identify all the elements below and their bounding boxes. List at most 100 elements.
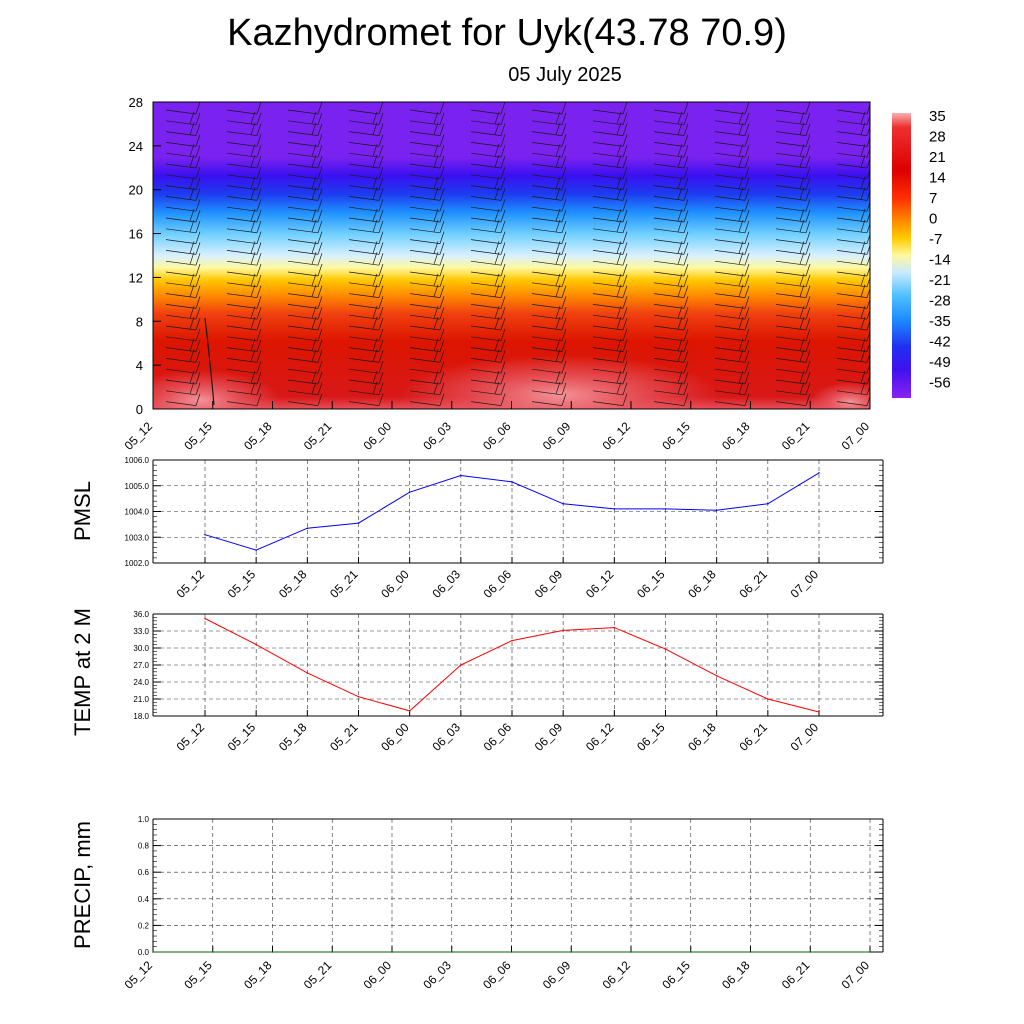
wind-barb — [714, 231, 750, 244]
wind-barb — [409, 219, 445, 234]
ytick-label: 1.0 — [138, 815, 150, 824]
wind-barb — [470, 284, 506, 298]
wind-barb — [165, 111, 201, 126]
wind-barb — [836, 144, 870, 158]
wind-barb — [287, 381, 323, 396]
wind-barb — [531, 306, 567, 320]
wind-barb — [348, 381, 384, 396]
wind-barb — [165, 144, 201, 158]
wind-barb — [226, 199, 262, 212]
heatmap-xtick-label: 05_12 — [122, 419, 156, 453]
ylabel: PMSL — [70, 481, 95, 541]
wind-barb — [226, 231, 262, 244]
wind-barb — [287, 102, 323, 115]
chart-title: Kazhydromet for Uyk(43.78 70.9) — [227, 12, 787, 54]
wind-barb — [409, 187, 445, 201]
wind-barb — [836, 136, 870, 147]
heatmap-ytick-label: 0 — [136, 402, 143, 417]
xtick-label: 06_12 — [600, 958, 634, 992]
wind-barb — [592, 187, 628, 201]
wind-barb — [714, 263, 750, 277]
wind-barb — [165, 316, 201, 331]
wind-barb — [592, 199, 628, 212]
data-point — [562, 502, 564, 505]
wind-barb — [348, 102, 384, 115]
data-point — [271, 951, 274, 953]
data-point — [613, 508, 616, 510]
wind-barb — [836, 330, 870, 342]
wind-barb — [714, 199, 750, 212]
wind-barb — [348, 263, 384, 277]
wind-barb — [226, 166, 262, 180]
wind-barb — [470, 219, 506, 234]
wind-barb — [592, 111, 628, 126]
xtick-label: 06_03 — [429, 720, 463, 754]
data-point — [664, 648, 667, 650]
xtick-label: 07_00 — [839, 958, 873, 992]
wind-barb — [775, 187, 811, 201]
wind-barb — [836, 298, 870, 309]
wind-barb — [348, 111, 384, 126]
wind-barb — [714, 122, 750, 136]
wind-barb — [836, 111, 870, 126]
wind-barb — [409, 241, 445, 255]
heatmap-ytick-label: 8 — [136, 314, 143, 329]
wind-barb — [348, 219, 384, 234]
wind-barb — [287, 263, 323, 277]
wind-barb — [592, 241, 628, 255]
wind-barb — [836, 370, 870, 385]
wind-barb — [531, 241, 567, 255]
wind-barb — [592, 102, 628, 115]
wind-barb — [714, 273, 750, 288]
xtick-label: 05_15 — [181, 958, 215, 992]
wind-barb — [836, 265, 870, 277]
wind-barb — [165, 306, 201, 320]
wind-barb — [653, 273, 689, 288]
wind-barb — [348, 393, 384, 406]
wind-barb — [348, 176, 384, 190]
colorbar-label: 14 — [929, 170, 946, 187]
wind-barb — [653, 361, 689, 374]
heatmap-xtick-label: 05_21 — [301, 419, 335, 453]
heatmap-ytick-label: 28 — [129, 95, 143, 110]
xtick-label: 06_21 — [736, 567, 770, 601]
wind-barb — [775, 349, 811, 363]
wind-barb — [592, 361, 628, 374]
wind-barb — [165, 154, 201, 169]
wind-barb — [409, 370, 445, 385]
wind-barb — [714, 241, 750, 255]
wind-barb — [470, 393, 506, 406]
wind-barb — [348, 122, 384, 136]
wind-barb — [470, 199, 506, 212]
wind-barb — [165, 361, 201, 374]
wind-barb — [775, 231, 811, 244]
wind-barb — [348, 338, 384, 352]
wind-barb — [653, 154, 689, 169]
heatmap-xtick-label: 05_18 — [241, 419, 275, 453]
wind-barb — [226, 176, 262, 190]
wind-barb — [714, 111, 750, 126]
heatmap-xtick-label: 05_15 — [181, 419, 215, 453]
wind-barb — [653, 252, 689, 266]
wind-barb — [226, 393, 262, 406]
wind-barb — [714, 144, 750, 158]
wind-barb — [348, 166, 384, 180]
wind-barb — [531, 296, 567, 309]
wind-barb — [226, 306, 262, 320]
xtick-label: 07_00 — [788, 720, 822, 754]
heatmap-panel: 0 4 8 12 16 20 24 28 05_12 05_15 05_18 05_21 06_00 06… — [122, 95, 873, 453]
wind-barb — [836, 122, 870, 136]
xtick-label: 06_00 — [378, 720, 412, 754]
wind-barb — [592, 296, 628, 309]
wind-barb — [409, 273, 445, 288]
xtick-label: 06_03 — [429, 567, 463, 601]
ytick-label: 0.0 — [138, 948, 150, 957]
wind-barb — [836, 233, 870, 244]
wind-barb — [409, 338, 445, 352]
wind-barb — [714, 252, 750, 266]
wind-barb — [165, 231, 201, 244]
wind-barb — [592, 154, 628, 169]
heatmap-xtick-label: 06_03 — [420, 419, 454, 453]
data-point — [511, 639, 513, 642]
data-point — [570, 951, 573, 953]
